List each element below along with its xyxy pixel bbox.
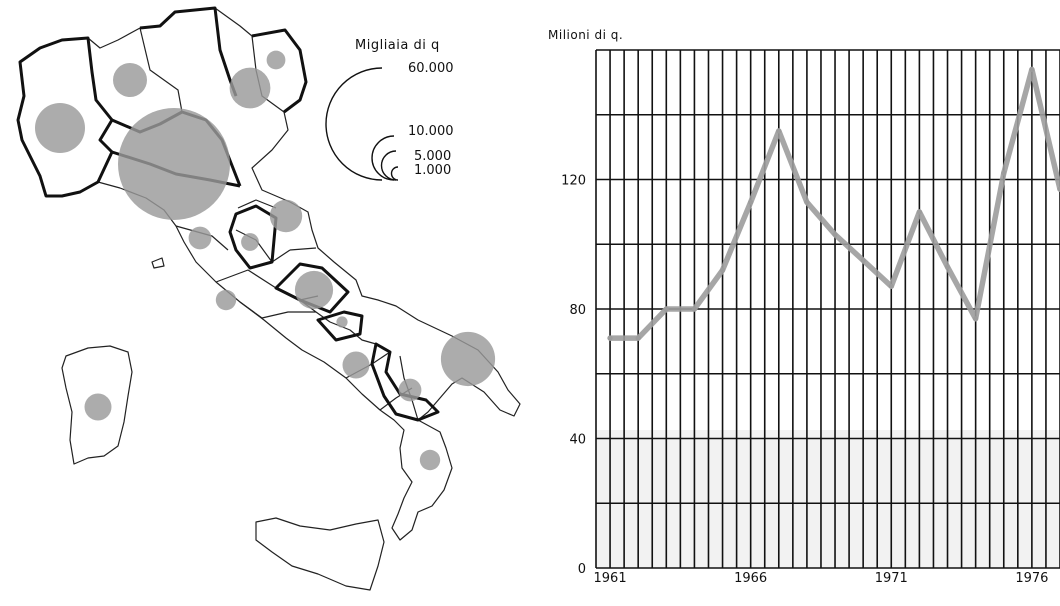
bold-border-center [228,204,440,422]
sicily-outline [255,517,385,591]
series-point [860,257,866,264]
map-size-legend: Migliaia di q 60.000 10.000 5.000 1.000 [325,38,454,181]
series-point [635,335,641,341]
elba-outline [151,257,165,269]
region-bubble [342,351,370,379]
series-point [944,264,951,270]
region-bubble [215,289,237,311]
series-point [719,267,726,273]
series-point [691,306,698,312]
series-points [607,66,1060,341]
y-tick-label: 120 [561,174,586,189]
series-point [607,335,613,341]
region-bubble [113,63,147,97]
series-point [916,209,922,215]
line-chart: Milioni di q. 0 40 80 120 1961 1966 1971 1976 [548,28,1060,586]
series-point [1057,186,1060,192]
legend-label-10000: 10.000 [408,124,454,139]
x-tick-labels: 1961 1966 1971 1976 [594,571,1049,586]
region-bubble [229,67,271,109]
series-point [1029,66,1035,73]
legend-label-1000: 1.000 [414,163,451,178]
series-point [973,316,979,322]
bold-border-northwest [16,36,114,198]
legend-arc-60000 [325,67,383,181]
chart-y-axis-title: Milioni di q. [548,28,623,42]
x-tick-label: 1971 [875,571,908,586]
series-point [776,128,782,134]
region-bubble [294,270,334,310]
y-tick-label: 0 [578,562,586,577]
series-point [748,199,754,205]
x-tick-label: 1966 [734,571,767,586]
region-bubble [241,233,259,251]
region-bubble [269,199,303,233]
region-bubble [118,108,230,220]
region-bubble [419,449,441,471]
legend-label-60000: 60.000 [408,61,454,76]
series-point [1001,170,1007,176]
map-legend-unit: Migliaia di q [355,38,440,53]
y-tick-label: 80 [569,303,586,318]
region-bubble [35,103,85,153]
series-point [888,283,894,289]
region-bubble [336,316,348,328]
y-tick-labels: 0 40 80 120 [561,174,586,578]
x-tick-label: 1976 [1015,571,1048,586]
chart-grid [595,49,1060,569]
region-bubble [266,50,286,70]
region-bubble [398,378,422,402]
legend-arc-5000 [380,150,397,181]
region-bubbles [35,50,496,471]
region-bubble [84,393,112,421]
series-point [804,199,810,205]
legend-arc-1000 [390,166,399,181]
legend-label-5000: 5.000 [414,149,451,164]
region-bubble [188,226,212,250]
series-point [663,306,669,312]
region-bubble [440,331,496,387]
y-tick-label: 40 [569,433,586,448]
series-point [832,231,838,238]
legend-arc-10000 [371,135,395,181]
chart-lower-shade [596,430,1060,568]
x-tick-label: 1961 [594,571,627,586]
